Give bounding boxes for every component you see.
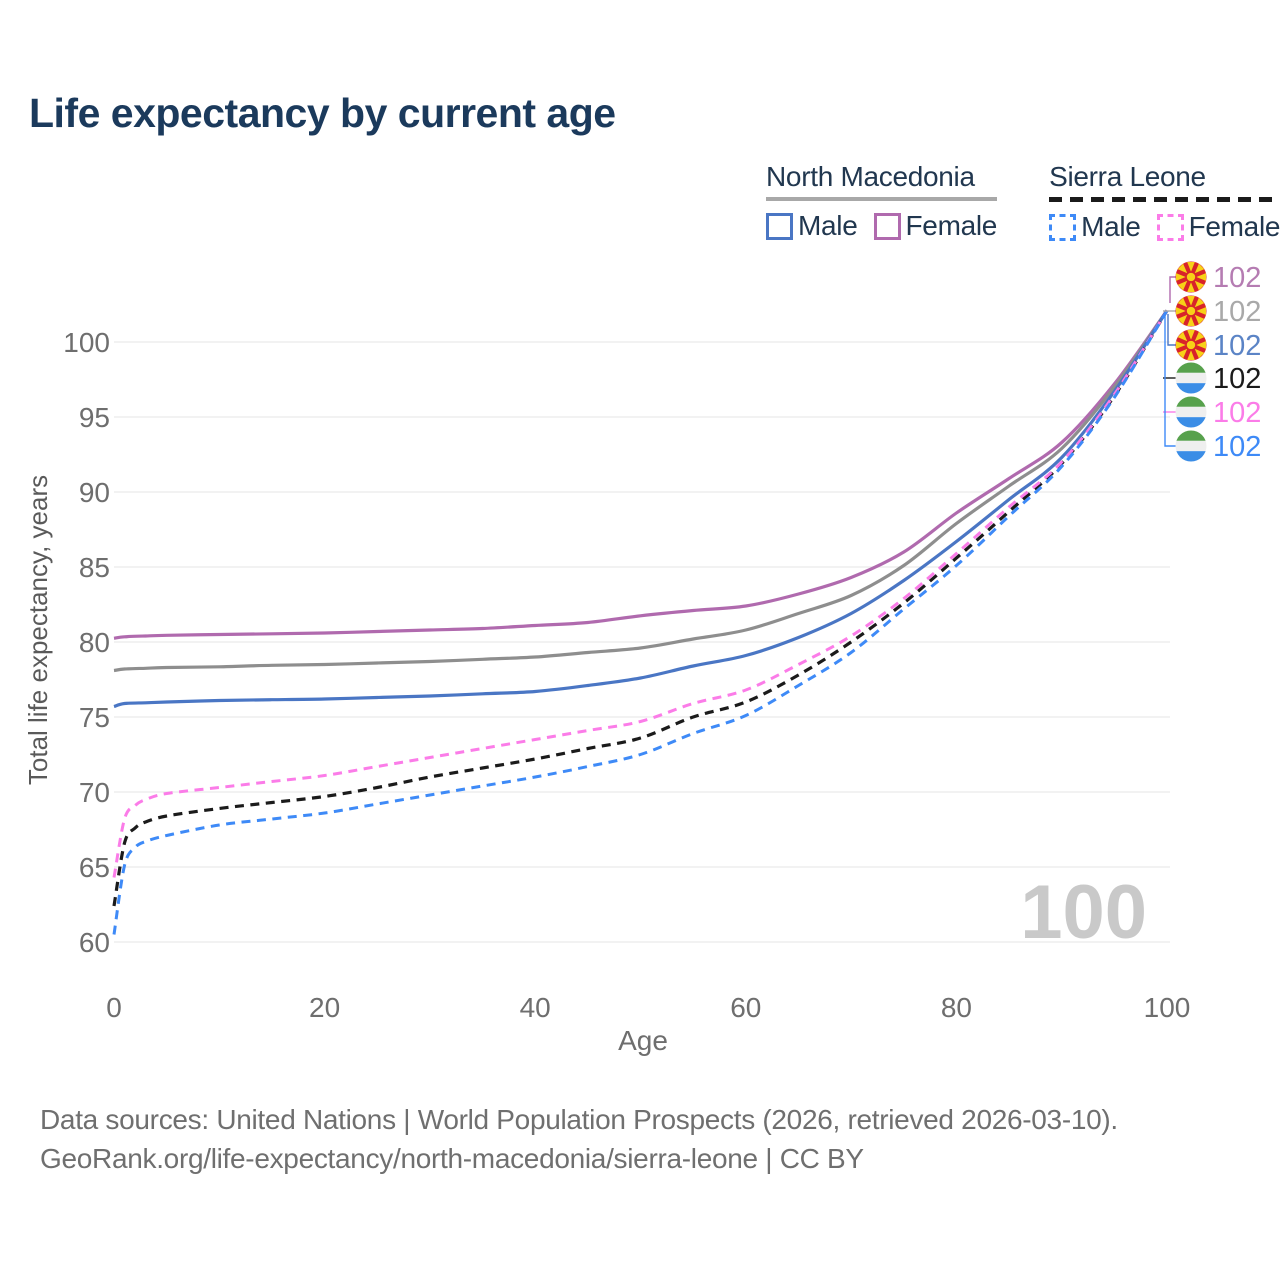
- x-tick-label: 0: [106, 992, 122, 1023]
- y-tick-label: 100: [63, 327, 110, 358]
- flag-icon-north-macedonia: [1175, 329, 1207, 361]
- end-value-label: 102: [1213, 330, 1261, 362]
- series-line-sierra-leone-male: [112, 309, 1169, 935]
- y-tick-label: 65: [79, 852, 110, 883]
- legend-item-label: Male: [1081, 211, 1141, 242]
- footer-link: GeoRank.org/life-expectancy/north-macedo…: [40, 1143, 864, 1174]
- legend-group-title: North Macedonia: [766, 161, 975, 192]
- flag-icon-sierra-leone: [1175, 430, 1207, 462]
- legend-item-sl-male[interactable]: Male: [1049, 211, 1141, 243]
- watermark-100: 100: [1020, 870, 1147, 955]
- legend-item-nm-male[interactable]: Male: [766, 210, 858, 242]
- flag-icon-sierra-leone: [1175, 396, 1207, 428]
- x-tick-label: 100: [1144, 992, 1191, 1023]
- flag-icon-north-macedonia: [1175, 261, 1207, 293]
- series-line-sierra-leone-female: [112, 309, 1169, 878]
- legend-swatch-nm-female: [873, 212, 901, 240]
- x-axis-title: Age: [618, 1025, 668, 1056]
- legend-group-title: Sierra Leone: [1049, 161, 1206, 192]
- series-line-north-macedonia-male: [113, 309, 1169, 709]
- end-value-label: 102: [1213, 296, 1261, 328]
- legend-item-label: Female: [1188, 211, 1280, 242]
- y-tick-label: 75: [79, 702, 110, 733]
- x-tick-label: 60: [730, 992, 761, 1023]
- y-axis-title: Total life expectancy, years: [23, 475, 53, 785]
- legend-item-sl-female[interactable]: Female: [1156, 211, 1280, 243]
- y-tick-label: 60: [79, 927, 110, 958]
- flag-icon-sierra-leone: [1175, 362, 1207, 394]
- legend-group-north-macedonia: North Macedonia Male Female: [766, 161, 997, 243]
- flag-icon-north-macedonia: [1175, 295, 1207, 327]
- legend: North Macedonia Male Female Sierra Leone: [766, 161, 1280, 243]
- end-value-label: 102: [1213, 397, 1261, 429]
- series-line-north-macedonia-both-sexes: [113, 309, 1169, 673]
- end-value-label: 102: [1213, 431, 1261, 463]
- legend-item-label: Male: [798, 210, 858, 241]
- footer-sources: Data sources: United Nations | World Pop…: [40, 1104, 1118, 1135]
- end-value-label: 102: [1213, 262, 1261, 294]
- y-tick-label: 70: [79, 777, 110, 808]
- y-tick-label: 85: [79, 552, 110, 583]
- y-tick-label: 80: [79, 627, 110, 658]
- legend-swatch-sl-male: [1049, 213, 1077, 241]
- legend-item-label: Female: [905, 210, 998, 241]
- series-line-north-macedonia-female: [113, 309, 1169, 640]
- leader-line: [1167, 314, 1177, 346]
- x-tick-label: 20: [309, 992, 340, 1023]
- legend-swatch-nm-male: [766, 212, 793, 240]
- x-tick-label: 80: [941, 992, 972, 1023]
- legend-item-nm-female[interactable]: Female: [873, 210, 998, 242]
- legend-underline-solid: [766, 197, 998, 201]
- page-title: Life expectancy by current age: [29, 90, 616, 136]
- leader-line: [1169, 276, 1177, 303]
- end-value-label: 102: [1213, 363, 1261, 395]
- y-tick-label: 90: [79, 477, 110, 508]
- series-line-sierra-leone-both-sexes: [112, 309, 1169, 907]
- x-tick-label: 40: [520, 992, 551, 1023]
- y-tick-label: 95: [79, 402, 110, 433]
- legend-underline-dashed: [1049, 197, 1280, 202]
- legend-swatch-sl-female: [1156, 213, 1184, 241]
- leader-line: [1164, 316, 1177, 447]
- legend-group-sierra-leone: Sierra Leone Male Female: [1049, 161, 1280, 243]
